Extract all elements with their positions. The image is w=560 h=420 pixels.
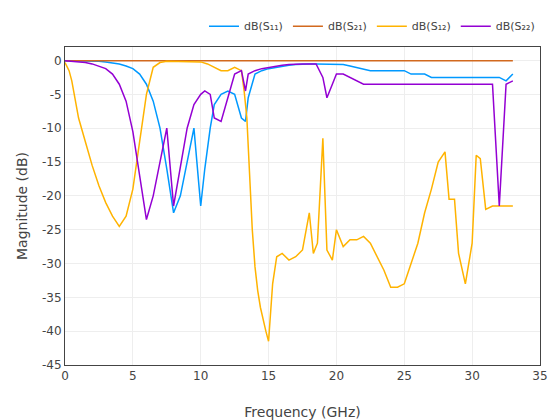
svg-text:0: 0 [54,54,62,68]
svg-text:-45: -45 [42,358,62,372]
svg-text:20: 20 [329,369,344,383]
svg-text:-35: -35 [42,291,62,305]
svg-text:dB(S₂₂): dB(S₂₂) [496,20,535,33]
svg-text:0: 0 [61,369,69,383]
svg-text:35: 35 [532,369,547,383]
svg-text:dB(S₂₁): dB(S₂₁) [328,20,367,33]
svg-text:-15: -15 [42,155,62,169]
svg-text:25: 25 [397,369,412,383]
svg-text:-30: -30 [42,257,62,271]
svg-text:dB(S₁₂): dB(S₁₂) [412,20,451,33]
svg-text:5: 5 [129,369,137,383]
svg-text:-20: -20 [42,189,62,203]
svg-text:-25: -25 [42,223,62,237]
svg-text:-5: -5 [50,88,62,102]
svg-text:15: 15 [261,369,276,383]
svg-text:Frequency (GHz): Frequency (GHz) [244,404,360,420]
svg-text:-40: -40 [42,324,62,338]
svg-text:30: 30 [464,369,479,383]
svg-text:10: 10 [193,369,208,383]
svg-text:dB(S₁₁): dB(S₁₁) [244,20,283,33]
svg-text:-10: -10 [42,121,62,135]
svg-text:Magnitude (dB): Magnitude (dB) [14,152,30,260]
